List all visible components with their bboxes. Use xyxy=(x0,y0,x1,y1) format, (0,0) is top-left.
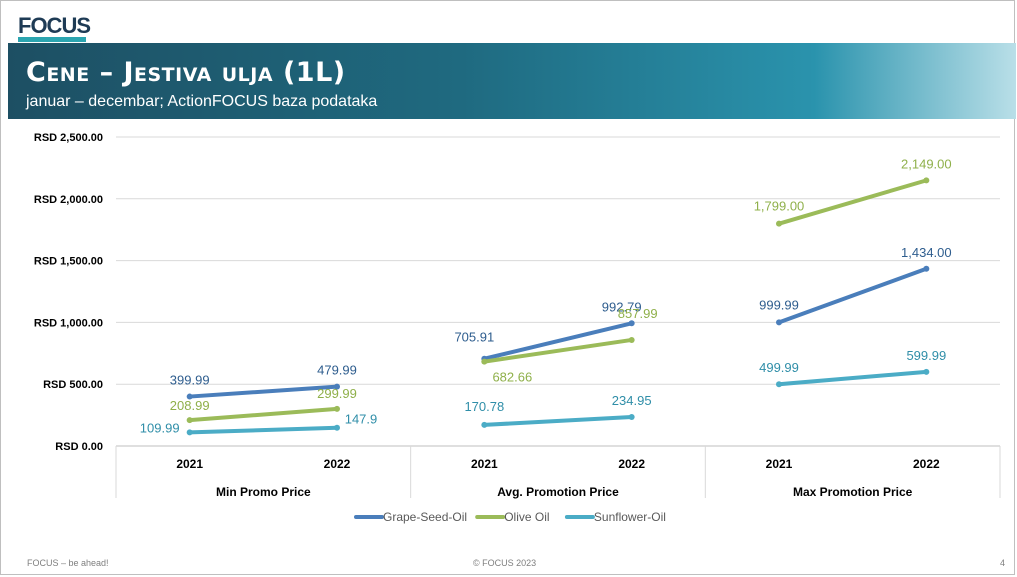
y-tick-label: RSD 2,000.00 xyxy=(34,194,103,206)
data-point xyxy=(628,413,635,420)
footer-copyright: © FOCUS 2023 xyxy=(473,558,537,568)
data-label: 857.99 xyxy=(618,306,658,321)
series-line xyxy=(482,414,634,427)
logo-underline xyxy=(18,37,86,42)
data-point xyxy=(186,417,193,424)
x-tick-label: 2022 xyxy=(324,457,351,471)
data-point xyxy=(923,265,930,272)
x-tick-label: 2022 xyxy=(913,457,940,471)
series-line xyxy=(482,321,634,361)
legend-label: Grape-Seed-Oil xyxy=(383,510,467,524)
data-label: 208.99 xyxy=(170,398,210,413)
data-point xyxy=(481,421,488,428)
data-point xyxy=(776,319,782,326)
title-banner: Cene – Jestiva ulja (1L) januar – decemb… xyxy=(8,43,1016,119)
data-label: 682.66 xyxy=(492,370,532,385)
data-label: 399.99 xyxy=(170,373,210,388)
x-tick-label: 2021 xyxy=(176,457,203,471)
data-label: 599.99 xyxy=(906,348,946,363)
focus-logo: FOCUS xyxy=(18,13,91,43)
series-line xyxy=(777,266,929,325)
x-tick-label: 2021 xyxy=(766,457,793,471)
data-label: 1,434.00 xyxy=(901,245,952,260)
data-point xyxy=(628,320,635,327)
y-tick-label: RSD 1,500.00 xyxy=(34,256,103,268)
data-point xyxy=(186,393,193,400)
series-line xyxy=(187,384,339,399)
y-tick-label: RSD 1,000.00 xyxy=(34,317,103,329)
x-group-label: Max Promotion Price xyxy=(793,485,913,499)
x-tick-label: 2022 xyxy=(618,457,645,471)
data-label: 999.99 xyxy=(759,297,799,312)
data-label: 992.79 xyxy=(602,299,642,314)
data-point xyxy=(334,383,340,390)
series-line xyxy=(777,369,929,387)
x-tick-label: 2021 xyxy=(471,457,498,471)
series-line xyxy=(187,425,339,435)
data-point xyxy=(776,381,782,388)
legend-label: Sunflower-Oil xyxy=(594,510,666,524)
data-label: 299.99 xyxy=(317,386,357,401)
data-label: 499.99 xyxy=(759,360,799,375)
data-label: 147.9 xyxy=(345,412,378,427)
slide-subtitle: januar – decembar; ActionFOCUS baza poda… xyxy=(26,93,378,110)
data-label: 2,149.00 xyxy=(901,156,952,171)
footer-tagline: FOCUS – be ahead! xyxy=(27,558,109,568)
data-point xyxy=(186,429,193,436)
page-number: 4 xyxy=(999,558,1005,568)
series-line xyxy=(482,337,634,364)
legend-label: Olive Oil xyxy=(504,510,549,524)
data-point xyxy=(334,424,340,431)
y-tick-label: RSD 500.00 xyxy=(43,379,103,391)
data-label: 705.91 xyxy=(454,330,494,345)
data-point xyxy=(334,405,340,412)
data-label: 1,799.00 xyxy=(754,199,805,214)
data-point xyxy=(923,177,930,184)
series-line xyxy=(187,406,339,423)
data-point xyxy=(481,358,488,365)
slide-title: Cene – Jestiva ulja (1L) xyxy=(26,57,346,88)
data-point xyxy=(628,336,635,343)
series-line xyxy=(777,178,929,226)
y-tick-label: RSD 0.00 xyxy=(55,441,103,453)
data-label: 170.78 xyxy=(464,399,504,414)
x-group-label: Min Promo Price xyxy=(216,485,311,499)
logo-text: FOCUS xyxy=(18,13,91,38)
x-group-label: Avg. Promotion Price xyxy=(497,485,619,499)
y-tick-label: RSD 2,500.00 xyxy=(34,132,103,144)
data-point xyxy=(923,368,930,375)
data-label: 109.99 xyxy=(140,420,180,435)
data-label: 234.95 xyxy=(612,393,652,408)
data-point xyxy=(776,220,782,227)
data-label: 479.99 xyxy=(317,363,357,378)
